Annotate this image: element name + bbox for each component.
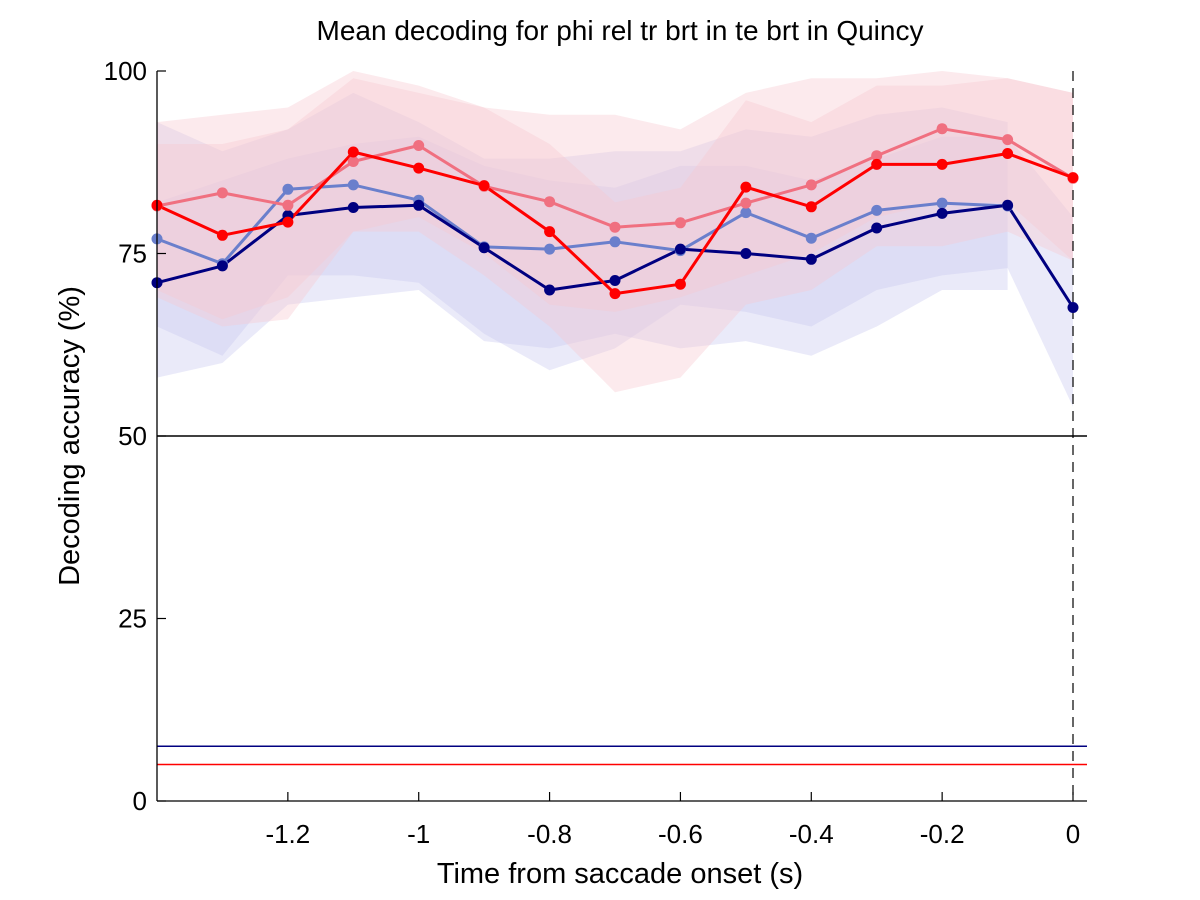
series-2-point xyxy=(609,275,621,286)
series-3-point xyxy=(871,150,883,162)
y-axis-label: Decoding accuracy (%) xyxy=(54,286,86,586)
series-3-point xyxy=(805,179,817,191)
series-2-point xyxy=(871,222,883,234)
series-2-point xyxy=(216,260,228,272)
series-3-point xyxy=(347,156,359,167)
series-2-point xyxy=(478,242,490,254)
series-4-point xyxy=(544,226,556,238)
series-3-point xyxy=(282,199,294,211)
series-1-point xyxy=(871,204,883,216)
x-tick-label: -0.6 xyxy=(658,819,703,849)
series-4-point xyxy=(413,162,425,174)
series-2-point xyxy=(1002,199,1014,211)
series-points xyxy=(151,123,1079,313)
series-1-point xyxy=(740,207,752,219)
series-1-band xyxy=(157,92,1008,378)
series-4-point xyxy=(740,181,752,193)
series-1-line xyxy=(156,183,1008,266)
x-tick-label: -1 xyxy=(407,819,430,849)
series-4-point xyxy=(936,158,948,170)
series-4-point xyxy=(871,158,883,170)
series-2-point xyxy=(1067,302,1079,313)
confidence-bands xyxy=(157,71,1073,407)
x-axis-label: Time from saccade onset (s) xyxy=(437,858,803,890)
series-1-point xyxy=(282,183,294,195)
x-tick-label: -0.8 xyxy=(527,819,572,849)
series-4-point xyxy=(216,229,228,241)
series-4-point xyxy=(282,216,294,228)
series-3-point xyxy=(740,197,752,209)
axis-ticks: -1.2 -1 -0.8 -0.6 -0.4 -0.2 0 0 25 50 75 100 xyxy=(104,56,1081,849)
series-3-point xyxy=(674,217,686,229)
x-tick-label: -0.4 xyxy=(789,819,834,849)
series-4-point xyxy=(805,201,817,213)
series-3-band xyxy=(157,71,1073,320)
x-tick-label: -1.2 xyxy=(265,819,310,849)
series-4-point xyxy=(347,146,359,158)
series-3-point xyxy=(544,196,556,208)
series-2-point xyxy=(805,253,817,265)
series-1-point xyxy=(347,179,359,191)
series-1-point xyxy=(609,236,621,248)
series-3-point xyxy=(936,123,948,135)
series-2-point xyxy=(674,243,686,255)
series-4-point xyxy=(1002,148,1014,159)
series-4-point xyxy=(609,288,621,300)
y-tick-label: 100 xyxy=(104,56,147,86)
series-2-point xyxy=(740,248,752,259)
series-3-point xyxy=(609,221,621,233)
series-1-point xyxy=(805,232,817,244)
series-2-band xyxy=(157,136,1073,407)
series-4-point xyxy=(478,180,490,192)
series-1-point xyxy=(544,243,556,255)
series-2-point xyxy=(544,284,556,296)
y-tick-label: 75 xyxy=(118,239,147,269)
series-2-point xyxy=(413,199,425,211)
chart-title: Mean decoding for phi rel tr brt in te b… xyxy=(317,15,924,46)
series-2-point xyxy=(347,202,359,213)
series-1-point xyxy=(936,197,948,209)
y-tick-label: 50 xyxy=(118,421,147,451)
y-tick-label: 25 xyxy=(118,604,147,634)
x-tick-label: 0 xyxy=(1066,819,1080,849)
series-4-point xyxy=(1067,172,1079,184)
series-2-point xyxy=(936,207,948,219)
series-3-point xyxy=(413,140,425,151)
y-tick-label: 0 xyxy=(133,786,147,816)
x-tick-label: -0.2 xyxy=(920,819,965,849)
series-4-point xyxy=(674,278,686,290)
series-3-point xyxy=(1002,134,1014,146)
reference-lines xyxy=(157,71,1087,801)
series-3-point xyxy=(216,187,228,199)
series-4-band xyxy=(157,78,1073,393)
